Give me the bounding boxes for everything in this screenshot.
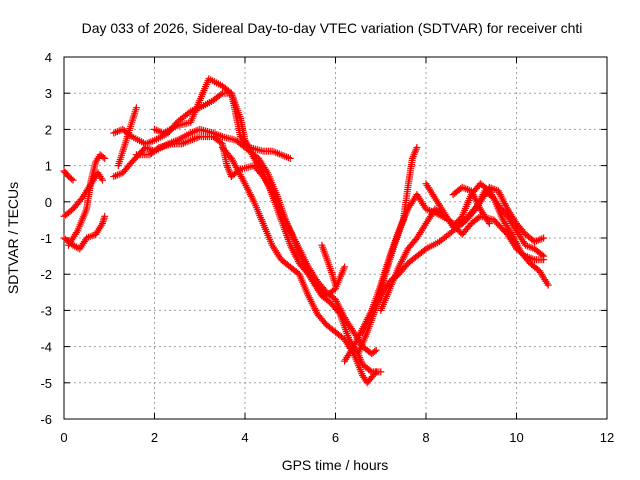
series-9 [218,144,380,387]
series-10 [318,241,339,289]
x-tick-label: 2 [151,430,158,445]
data-point [101,154,109,162]
data-point [99,153,107,161]
data-point [99,176,106,184]
series-7 [132,133,380,358]
y-tick-label: 2 [45,122,52,137]
data-point [371,347,379,355]
series-16 [449,183,493,227]
data-point [538,251,546,259]
data-points [60,75,552,387]
x-axis-label: GPS time / hours [282,457,389,473]
series-2 [60,167,77,184]
y-tick-label: 0 [45,195,52,210]
y-tick-label: -2 [40,267,52,282]
y-tick-label: 4 [45,50,52,65]
data-point [332,281,339,289]
data-point [413,144,421,151]
data-point [68,175,75,183]
series-3 [65,151,109,249]
chart-title: Day 033 of 2026, Sidereal Day-to-day VTE… [82,20,583,36]
x-tick-label: 12 [600,430,614,445]
y-axis-label: SDTVAR / TECUs [5,182,21,294]
series-13 [359,187,552,336]
y-tick-label: -5 [40,376,52,391]
y-tick-label: -4 [40,340,52,355]
series-5 [110,89,349,300]
y-tick-labels: -6 -5 -4 -3 -2 -1 0 1 2 3 4 [40,50,52,427]
y-tick-label: -1 [40,231,52,246]
x-tick-label: 8 [422,430,429,445]
data-point [286,154,294,162]
y-tick-label: -3 [40,303,52,318]
data-point [132,104,140,112]
data-point [372,368,380,376]
x-tick-labels: 0 2 4 6 8 10 12 [60,430,614,445]
data-point [540,234,548,242]
y-tick-label: 3 [45,86,52,101]
data-point [485,220,493,227]
data-point [101,212,109,220]
data-point [540,252,548,260]
data-point [366,367,374,375]
x-tick-label: 4 [241,430,248,445]
data-point [544,281,552,289]
series-6 [114,104,140,170]
data-point [341,263,349,271]
data-point [69,176,77,184]
x-tick-label: 6 [332,430,339,445]
data-point [372,346,380,354]
y-tick-label: -6 [40,412,52,427]
series-8 [151,75,294,162]
axis-ticks [63,56,608,420]
data-point [217,90,225,98]
data-point [154,145,161,153]
series-12 [354,144,421,358]
x-tick-label: 10 [509,430,523,445]
x-tick-label: 0 [60,430,67,445]
data-point [371,370,379,377]
y-tick-label: 1 [45,159,52,174]
grid [64,57,607,419]
